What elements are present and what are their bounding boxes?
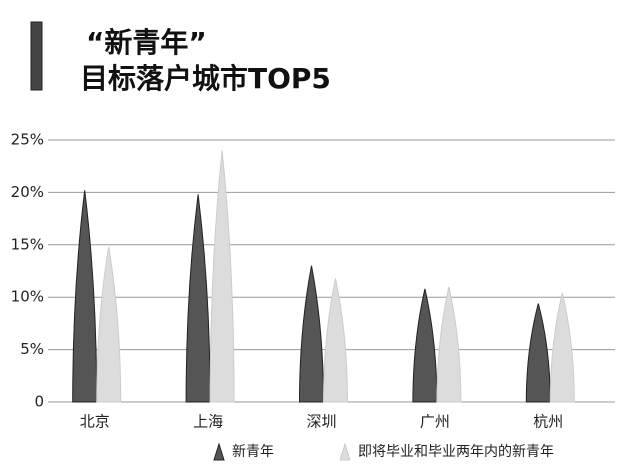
- x-tick-label: 北京: [80, 413, 110, 431]
- bar: [96, 246, 122, 403]
- legend-label: 新青年: [232, 444, 274, 460]
- x-tick-label: 杭州: [533, 413, 563, 431]
- legend-label: 即将毕业和毕业两年内的新青年: [358, 444, 554, 460]
- y-tick-label: 10%: [11, 288, 44, 306]
- bar: [185, 194, 211, 403]
- y-tick-label: 15%: [11, 235, 44, 253]
- x-tick-label: 广州: [420, 413, 450, 431]
- bar: [549, 292, 575, 403]
- legend-swatch: [213, 442, 225, 461]
- y-tick-label: 0: [34, 393, 44, 411]
- bar: [298, 265, 325, 403]
- y-tick-label: 25%: [11, 131, 44, 149]
- title-bar: [30, 21, 43, 91]
- legend-swatch: [339, 442, 351, 461]
- y-tick-label: 5%: [20, 340, 44, 358]
- chart-title: “新青年”: [86, 26, 207, 59]
- bar: [436, 286, 462, 403]
- x-tick-label: 上海: [193, 413, 223, 431]
- x-tick-label: 深圳: [306, 413, 336, 431]
- bar: [72, 190, 98, 403]
- y-tick-label: 20%: [11, 183, 44, 201]
- bar: [412, 288, 438, 403]
- chart-subtitle: 目标落户城市TOP5: [80, 62, 331, 95]
- bar: [525, 303, 551, 403]
- bar: [209, 150, 235, 403]
- bar: [322, 278, 349, 403]
